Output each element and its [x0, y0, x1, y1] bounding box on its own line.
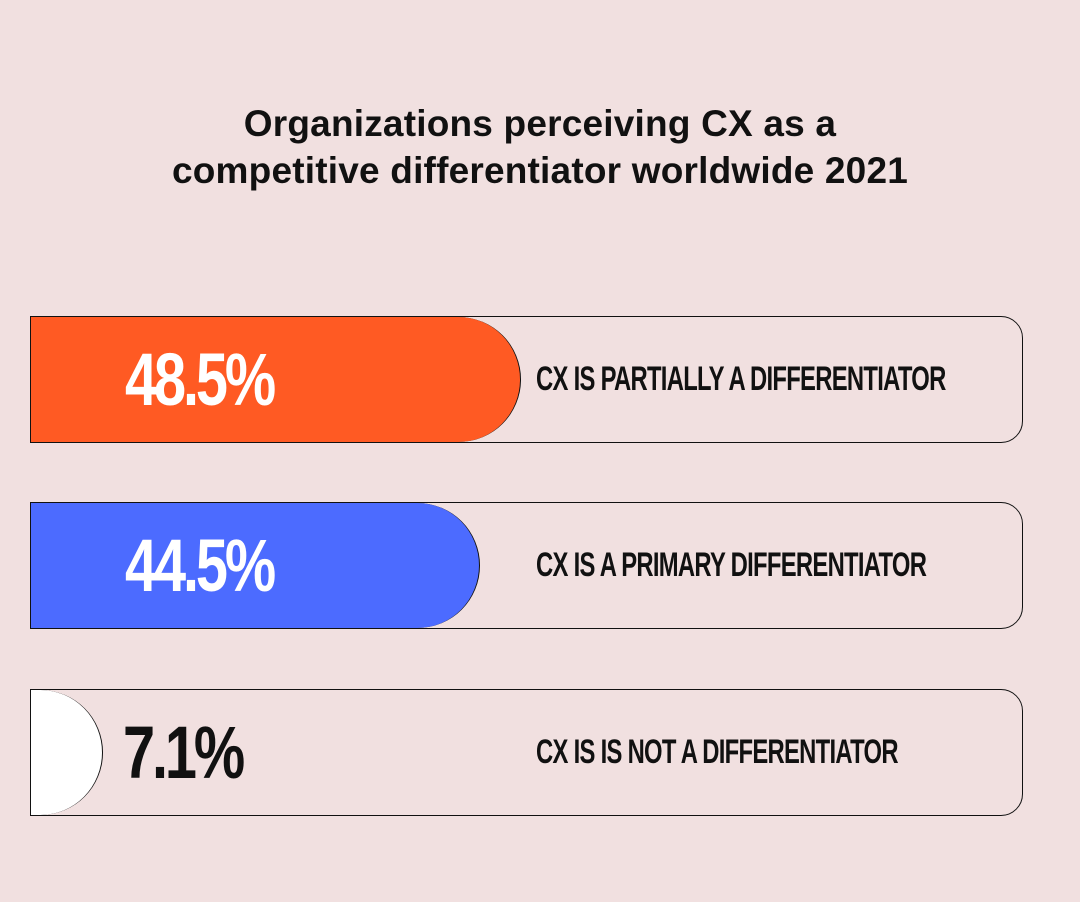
bar-value-label: 48.5% [125, 338, 276, 421]
bar-fill [31, 503, 480, 628]
bar-fill [31, 690, 103, 815]
bar-category-label: CX IS IS NOT A DIFFERENTIATOR [536, 733, 899, 771]
bar-fill [31, 317, 521, 442]
bar-category-label: CX IS PARTIALLY A DIFFERENTIATOR [536, 360, 946, 398]
bar-row: 7.1% CX IS IS NOT A DIFFERENTIATOR [30, 689, 1023, 816]
chart-title-line-2: competitive differentiator worldwide 202… [171, 150, 909, 191]
chart-title: Organizations perceiving CX as a competi… [0, 100, 1080, 194]
bar-row: 48.5% CX IS PARTIALLY A DIFFERENTIATOR [30, 316, 1023, 443]
bar-value-label: 7.1% [123, 711, 245, 794]
bar-category-label: CX IS A PRIMARY DIFFERENTIATOR [536, 546, 927, 584]
bar-row: 44.5% CX IS A PRIMARY DIFFERENTIATOR [30, 502, 1023, 629]
chart-title-line-1: Organizations perceiving CX as a [243, 103, 837, 144]
bar-value-label: 44.5% [125, 524, 276, 607]
